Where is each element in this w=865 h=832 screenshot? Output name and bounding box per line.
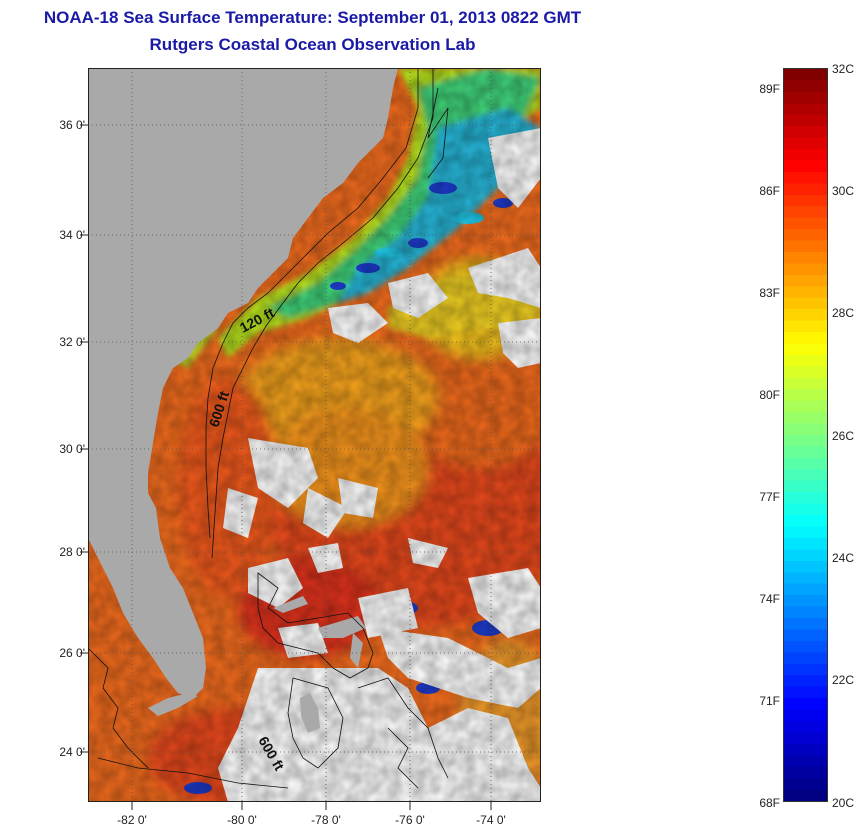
lat-label-34: 34 0': [59, 228, 85, 242]
sst-map-svg: 120 ft 600 ft 600 ft: [88, 68, 541, 802]
colorbar-f-74: 74F: [759, 592, 780, 606]
colorbar-c-20: 20C: [832, 796, 855, 810]
lat-label-24: 24 0': [59, 745, 85, 759]
colorbar-f-77: 77F: [759, 490, 780, 504]
colorbar-c-24: 24C: [832, 551, 855, 565]
bahamas-andros-island: [300, 693, 320, 733]
lat-label-30: 30 0': [59, 442, 85, 456]
lon-label-82: -82 0': [117, 813, 147, 827]
colorbar-c-32: 32C: [832, 62, 855, 76]
colorbar-f-89: 89F: [759, 82, 780, 96]
lon-label-78: -78 0': [311, 813, 341, 827]
map-subtitle: Rutgers Coastal Ocean Observation Lab: [149, 35, 476, 54]
colorbar-c-26: 26C: [832, 429, 855, 443]
map-title: NOAA-18 Sea Surface Temperature: Septemb…: [43, 8, 582, 27]
colorbar-f-71: 71F: [759, 694, 780, 708]
bahamas-abaco-island: [318, 616, 366, 638]
us-mainland: [88, 68, 398, 698]
temperature-colorbar: [783, 68, 828, 802]
colorbar-c-28: 28C: [832, 306, 855, 320]
lon-label-80: -80 0': [227, 813, 257, 827]
sst-map: 120 ft 600 ft 600 ft: [88, 68, 541, 802]
lat-label-26: 26 0': [59, 646, 85, 660]
axis-ticks: [80, 124, 492, 810]
lon-label-76: -76 0': [395, 813, 425, 827]
bathymetry-contours: [88, 68, 449, 789]
lat-label-32: 32 0': [59, 335, 85, 349]
colorbar-f-86: 86F: [759, 184, 780, 198]
colorbar-c-22: 22C: [832, 673, 855, 687]
map-frame: [88, 68, 541, 802]
colorbar-f-80: 80F: [759, 388, 780, 402]
florida-keys: [148, 693, 198, 716]
lat-label-36: 36 0': [59, 118, 85, 132]
bahamas-grand-bahama: [273, 596, 308, 613]
bahamas-eleuthera: [350, 633, 363, 668]
colorbar-f-83: 83F: [759, 286, 780, 300]
lat-label-28: 28 0': [59, 545, 85, 559]
colorbar-f-68: 68F: [759, 796, 780, 810]
colorbar-c-30: 30C: [832, 184, 855, 198]
lon-label-74: -74 0': [476, 813, 506, 827]
